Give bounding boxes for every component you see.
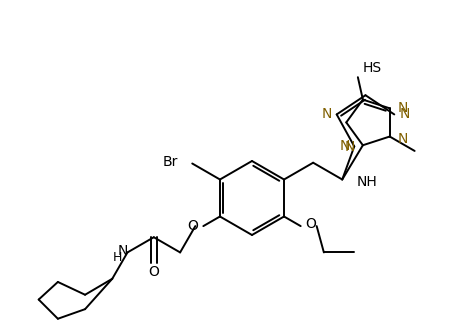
Text: N: N (398, 131, 408, 145)
Text: O: O (148, 265, 159, 279)
Text: O: O (306, 217, 316, 231)
Text: N: N (398, 101, 408, 115)
Text: NH: NH (356, 174, 377, 188)
Text: HS: HS (363, 61, 382, 75)
Text: Br: Br (163, 156, 178, 170)
Text: N: N (321, 108, 332, 121)
Text: N: N (344, 140, 355, 154)
Text: N: N (399, 108, 409, 121)
Text: N: N (118, 244, 128, 259)
Text: N: N (340, 140, 350, 154)
Text: O: O (188, 219, 199, 233)
Text: H: H (113, 251, 123, 264)
